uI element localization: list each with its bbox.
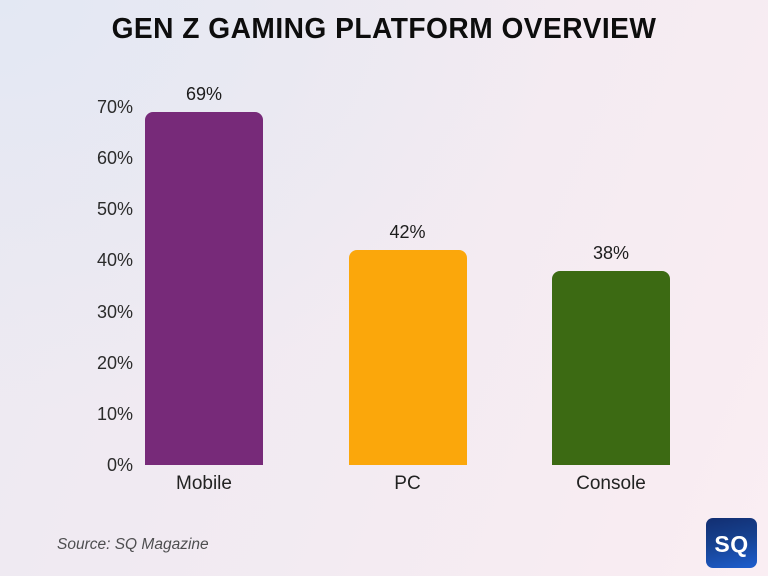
bar-value-label-mobile: 69% [185,84,223,105]
y-tick-label-0: 0% [106,455,133,475]
source-note: Source: SQ Magazine [57,536,209,553]
bar-value-label-console: 38% [592,242,630,263]
y-tick-label-70: 70% [96,97,133,117]
bar-console [552,270,670,465]
y-tick-label-20: 20% [96,352,133,373]
bar-chart-plot-area: 69% Mobile 42% PC 38% Console [145,85,670,494]
y-axis: 0% 10% 20% 30% 40% 50% 60% 70% [38,98,133,474]
y-tick-label-60: 60% [96,148,133,169]
bar-group-console: 38% Console [552,107,670,494]
y-tick-label-30: 30% [96,301,133,322]
chart-title: GEN Z GAMING PLATFORM OVERVIEW [111,13,657,45]
y-tick-label-40: 40% [96,250,133,271]
y-tick-label-50: 50% [96,199,133,220]
bar-mobile [145,112,263,465]
bar-group-pc: 42% PC [348,107,467,494]
y-tick-label-10: 10% [96,403,133,424]
sq-logo: SQ [706,518,757,568]
x-category-label-pc: PC [394,473,421,494]
sq-logo-text: SQ [714,530,749,557]
x-category-label-mobile: Mobile [176,473,232,494]
bar-group-mobile: 69% Mobile [145,85,263,494]
x-category-label-console: Console [576,473,646,494]
bar-value-label-pc: 42% [389,222,426,243]
bar-pc [348,250,467,465]
